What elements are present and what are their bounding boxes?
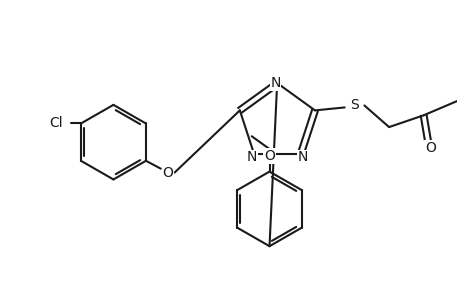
Text: N: N bbox=[297, 150, 307, 164]
Text: N: N bbox=[246, 150, 257, 164]
Text: S: S bbox=[349, 98, 358, 112]
Text: Cl: Cl bbox=[50, 116, 63, 130]
Text: O: O bbox=[162, 166, 173, 180]
Text: O: O bbox=[263, 149, 274, 163]
Text: O: O bbox=[424, 141, 435, 155]
Text: N: N bbox=[270, 76, 280, 90]
